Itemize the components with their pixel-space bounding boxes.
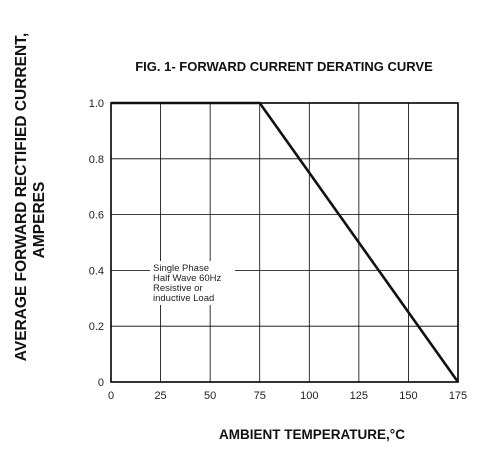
derating-curve [111,101,460,383]
y-tick-label: 1.0 [89,98,104,110]
annotation-line-2: Half Wave 60Hz [153,273,222,284]
y-axis-label-line-2: AMPERES [31,182,48,259]
x-tick-labels: 0 25 50 75 100 125 150 175 [108,390,467,402]
annotation-line-1: Single Phase [153,263,209,274]
annotation-line-4: inductive Load [153,293,214,304]
y-tick-label: 0.2 [89,321,104,333]
x-axis-label: AMBIENT TEMPERATURE,°C [219,427,405,442]
annotation-line-3: Resistive or [153,283,203,294]
x-tick-label: 75 [254,390,266,402]
x-tick-label: 150 [399,390,417,402]
x-tick-label: 175 [449,390,467,402]
x-tick-label: 25 [154,390,166,402]
x-tick-label: 50 [204,390,216,402]
y-tick-label: 0.4 [89,265,104,277]
x-tick-label: 100 [300,390,318,402]
y-axis-label-line-1: AVERAGE FORWARD RECTIFIED CURRENT, [13,33,30,361]
x-tick-label: 0 [108,390,114,402]
y-tick-label: 0.8 [89,154,104,166]
y-tick-label: 0 [98,377,104,389]
x-tick-label: 125 [350,390,368,402]
y-tick-labels: 0 0.2 0.4 0.6 0.8 1.0 [89,98,104,389]
annotation-background [150,261,235,305]
plot-frame [110,102,459,383]
y-tick-label: 0.6 [89,210,104,222]
annotation-box: Single Phase Half Wave 60Hz Resistive or… [150,261,235,305]
y-axis-label: AVERAGE FORWARD RECTIFIED CURRENT, AMPER… [13,33,48,361]
chart-title: FIG. 1- FORWARD CURRENT DERATING CURVE [135,59,433,74]
grid [110,102,459,383]
